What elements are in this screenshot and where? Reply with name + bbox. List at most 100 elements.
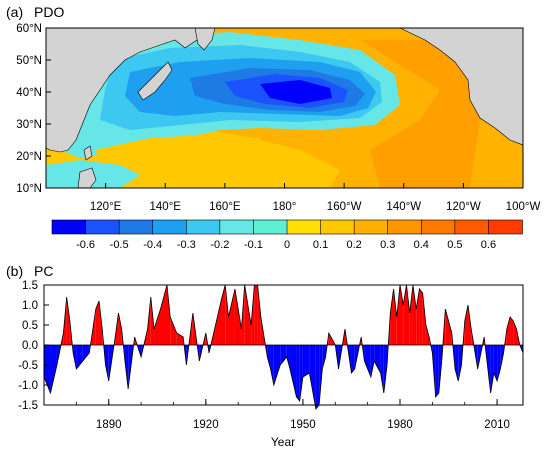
pc-negative-area (490, 345, 494, 393)
colorbar-swatch (320, 219, 355, 235)
pc-negative-area (374, 345, 381, 373)
colorbar-tick-label: 0.5 (447, 239, 462, 251)
pc-plot (43, 284, 524, 410)
lat-tick-label: 40°N (16, 87, 42, 99)
colorbar-tick-label: 0.4 (414, 239, 429, 251)
pc-positive-area (390, 289, 394, 345)
pc-negative-area (286, 345, 290, 369)
land-japan (137, 61, 173, 101)
pc-positive-area (225, 285, 229, 345)
pc-positive-area (406, 285, 410, 345)
lon-tick-label: 120°E (90, 201, 122, 213)
pc-positive-area (222, 285, 226, 345)
pc-negative-area (493, 345, 498, 381)
pc-positive-area (403, 285, 407, 345)
colorbar-tick-label: -0.2 (210, 239, 229, 251)
pc-negative-area (82, 345, 90, 361)
colorbar-tick-label: 0.3 (380, 239, 395, 251)
map-lat-ticks: 60°N 50°N 40°N 30°N 20°N 10°N (16, 23, 51, 195)
pc-y-tick-label: 0.5 (22, 320, 38, 332)
lon-tick-label: 140°W (386, 201, 421, 213)
land-north-america (399, 28, 523, 146)
lat-tick-label: 60°N (16, 23, 42, 35)
pc-positive-area (244, 285, 252, 345)
pc-positive-area (506, 317, 511, 345)
colorbar-swatch (152, 219, 188, 235)
pc-y-tick-label: 0.0 (22, 340, 38, 352)
lon-tick-label: 160°E (209, 201, 241, 213)
pc-positive-area (416, 289, 420, 345)
pc-negative-area (273, 345, 281, 385)
pc-x-axis-title: Year (271, 435, 295, 449)
pc-negative-area (280, 345, 287, 365)
pc-x-tick-label: 1890 (96, 419, 122, 431)
colorbar-swatch (387, 219, 423, 235)
colorbar-swatch (420, 219, 456, 235)
pc-negative-area (319, 345, 323, 405)
colorbar-tick-label: -0.5 (110, 239, 129, 251)
pc-positive-area (422, 293, 426, 345)
colorbar-tick-label: -0.4 (143, 239, 162, 251)
pc-y-tick-label: 1.0 (22, 300, 38, 312)
pc-negative-area (76, 345, 83, 369)
colorbar-swatch (219, 219, 255, 235)
pc-positive-area (409, 285, 413, 345)
pc-negative-area (458, 345, 462, 381)
colorbar-swatch (253, 219, 288, 235)
colorbar-swatch (286, 219, 322, 235)
colorbar-swatch (353, 219, 389, 235)
pc-positive-area (419, 289, 423, 345)
pc-positive-area (412, 285, 417, 345)
pc-negative-area (322, 345, 326, 369)
pc-negative-area (370, 345, 375, 377)
map-lon-ticks: 120°E 140°E 160°E 180° 160°W 140°W 120°W 100°W (90, 183, 540, 213)
pc-positive-area (228, 289, 235, 345)
colorbar-tick-label: 0.2 (346, 239, 361, 251)
land-taiwan (83, 145, 93, 161)
pc-negative-area (124, 345, 129, 389)
pdo-map (46, 28, 523, 188)
pc-y-ticks: 1.5 1.0 0.5 0.0 -0.5 -1.0 -1.5 (18, 280, 49, 412)
pc-negative-area (299, 345, 303, 401)
colorbar-tick-label: -0.1 (244, 239, 263, 251)
lat-tick-label: 30°N (16, 119, 42, 131)
pc-positive-area (425, 325, 430, 345)
pc-y-tick-label: -1.5 (18, 400, 38, 412)
pc-negative-area (380, 345, 384, 393)
pc-x-ticks: 1890 1920 1950 1980 2010 (43, 399, 510, 431)
land-philippines (77, 167, 97, 188)
pc-line (43, 284, 524, 410)
pc-positive-area (467, 305, 472, 345)
pc-positive-area (170, 317, 177, 345)
lat-tick-label: 50°N (16, 55, 42, 67)
pc-y-tick-label: 1.5 (22, 280, 38, 292)
panel-b-title: PC (34, 263, 53, 279)
pc-negative-area (364, 345, 371, 377)
pc-negative-area (296, 345, 300, 401)
colorbar-swatch (488, 219, 523, 235)
colorbar-tick-label: -0.6 (76, 239, 95, 251)
pc-positive-area (251, 285, 255, 345)
colorbar-swatch (454, 219, 490, 235)
panel-a-label: (a) (6, 4, 23, 20)
pc-positive-area (400, 285, 404, 345)
pc-negative-area (309, 345, 316, 409)
pc-positive-area (393, 289, 397, 345)
pc-x-tick-label: 1920 (193, 419, 219, 431)
pc-positive-area (396, 285, 401, 345)
lat-tick-label: 20°N (16, 151, 42, 163)
colorbar-swatch (118, 219, 154, 235)
pc-positive-area (99, 301, 103, 345)
pc-y-tick-label: -1.0 (18, 380, 38, 392)
pc-positive-area (160, 285, 167, 345)
lon-tick-label: 160°W (327, 201, 362, 213)
pc-positive-area (147, 297, 151, 345)
colorbar-swatch (185, 219, 221, 235)
pc-positive-area (215, 297, 223, 345)
pc-positive-area (445, 309, 452, 345)
colorbar-tick-label: 0.1 (313, 239, 328, 251)
colorbar-tick-label: 0.6 (481, 239, 496, 251)
pc-negative-area (267, 345, 271, 369)
